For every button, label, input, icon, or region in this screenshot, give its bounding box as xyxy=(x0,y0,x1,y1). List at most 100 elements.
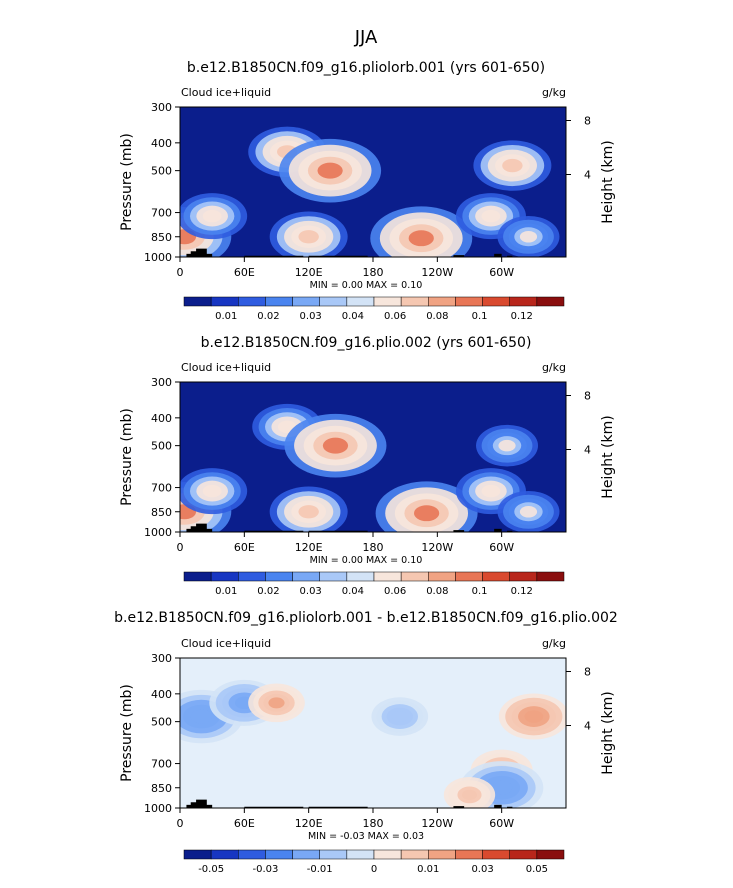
colorbar-label: 0.01 xyxy=(417,864,439,875)
units-label: g/kg xyxy=(542,361,566,374)
panel-title: b.e12.B1850CN.f09_g16.plio.002 (yrs 601-… xyxy=(201,335,532,351)
y-tick-label: 1000 xyxy=(144,251,172,264)
colorbar-label: 0.1 xyxy=(472,586,488,597)
colorbar-swatch xyxy=(509,849,538,860)
chart-panel-2: b.e12.B1850CN.f09_g16.plio.002 (yrs 601-… xyxy=(119,335,616,597)
colorbar-label: 0.02 xyxy=(257,311,279,322)
contour-feature-7 xyxy=(490,780,513,795)
panels: b.e12.B1850CN.f09_g16.pliolorb.001 (yrs … xyxy=(114,60,618,875)
colorbar-swatch xyxy=(265,849,293,860)
topography xyxy=(494,253,502,257)
contour-feature-4 xyxy=(317,162,343,179)
colorbar-label: 0.01 xyxy=(215,311,237,322)
contour-feature-8 xyxy=(481,484,501,498)
colorbar-label: 0 xyxy=(371,864,377,875)
colorbar-swatch xyxy=(210,849,239,860)
colorbar-swatch xyxy=(482,849,510,860)
suptitle: JJA xyxy=(354,27,378,48)
topography xyxy=(244,255,304,257)
colorbar-swatch xyxy=(238,296,266,307)
topography xyxy=(507,806,513,808)
contour-feature-7 xyxy=(502,158,523,173)
x-tick-label: 120E xyxy=(295,266,323,279)
colorbar-label: 0.04 xyxy=(342,311,364,322)
topography xyxy=(453,255,465,257)
contour-feature-4 xyxy=(322,437,349,454)
x-tick-label: 60W xyxy=(489,266,514,279)
y2-axis-label: Height (km) xyxy=(600,415,616,498)
stats-label: MIN = 0.00 MAX = 0.10 xyxy=(310,280,423,291)
topography xyxy=(308,530,368,532)
contour-feature-6 xyxy=(414,505,440,522)
y-tick-label: 700 xyxy=(151,758,172,771)
colorbar-swatch xyxy=(292,849,320,860)
colorbar-label: 0.04 xyxy=(342,586,364,597)
colorbar-swatch xyxy=(265,296,293,307)
field-label: Cloud ice+liquid xyxy=(181,86,271,99)
panel-title: b.e12.B1850CN.f09_g16.pliolorb.001 (yrs … xyxy=(187,60,545,76)
colorbar-swatch xyxy=(509,296,538,307)
x-tick-label: 120W xyxy=(421,266,453,279)
y-tick-label: 850 xyxy=(151,782,172,795)
y2-tick-label: 8 xyxy=(584,115,591,128)
colorbar-swatch xyxy=(428,571,456,582)
y-tick-label: 300 xyxy=(151,376,172,389)
colorbar-swatch xyxy=(400,849,429,860)
y2-tick-label: 8 xyxy=(584,390,591,403)
colorbar-swatch xyxy=(319,571,348,582)
y2-tick-label: 8 xyxy=(584,666,591,679)
colorbar-swatch xyxy=(238,849,266,860)
colorbar-swatch xyxy=(319,296,348,307)
contour-field xyxy=(180,679,566,808)
x-tick-label: 0 xyxy=(177,817,184,830)
colorbar-swatch xyxy=(509,571,538,582)
contour-feature-8 xyxy=(481,209,501,223)
colorbar-label: 0.02 xyxy=(257,586,279,597)
colorbar-label: 0.05 xyxy=(526,864,548,875)
colorbar-swatch xyxy=(183,296,212,307)
topography xyxy=(196,523,207,532)
y2-axis-label: Height (km) xyxy=(600,691,616,774)
y-tick-label: 400 xyxy=(151,137,172,150)
colorbar-swatch xyxy=(482,571,510,582)
contour-feature-7 xyxy=(498,439,516,452)
x-tick-label: 60W xyxy=(489,817,514,830)
contour-feature-1 xyxy=(190,709,213,724)
contour-feature-5 xyxy=(298,230,319,244)
topography xyxy=(453,806,465,808)
contour-field xyxy=(180,126,560,257)
topography xyxy=(196,799,207,808)
colorbar-swatch xyxy=(455,849,483,860)
colorbar-swatch xyxy=(183,571,212,582)
colorbar-label: 0.12 xyxy=(511,311,533,322)
topography xyxy=(244,806,304,808)
y-tick-label: 850 xyxy=(151,231,172,244)
colorbar-swatch xyxy=(536,571,565,582)
colorbar-swatch xyxy=(373,571,402,582)
colorbar-label: 0.12 xyxy=(511,586,533,597)
units-label: g/kg xyxy=(542,86,566,99)
units-label: g/kg xyxy=(542,637,566,650)
colorbar-swatch xyxy=(319,849,348,860)
x-tick-label: 60W xyxy=(489,541,514,554)
y2-axis-label: Height (km) xyxy=(600,140,616,223)
colorbar-swatch xyxy=(455,296,483,307)
colorbar-swatch xyxy=(265,571,293,582)
colorbar-swatch xyxy=(482,296,510,307)
y-axis-label: Pressure (mb) xyxy=(119,408,135,506)
contour-feature-9 xyxy=(519,230,538,243)
topography xyxy=(244,530,304,532)
topography xyxy=(196,248,207,257)
contour-feature-5 xyxy=(298,505,319,519)
colorbar-swatch xyxy=(536,849,565,860)
colorbar-label: 0.03 xyxy=(300,311,322,322)
y-tick-label: 700 xyxy=(151,482,172,495)
colorbar-label: -0.05 xyxy=(198,864,224,875)
x-tick-label: 120E xyxy=(295,817,323,830)
colorbar-label: 0.03 xyxy=(300,586,322,597)
y-tick-label: 500 xyxy=(151,165,172,178)
stats-label: MIN = -0.03 MAX = 0.03 xyxy=(308,831,424,842)
x-tick-label: 180 xyxy=(363,266,384,279)
x-tick-label: 0 xyxy=(177,266,184,279)
